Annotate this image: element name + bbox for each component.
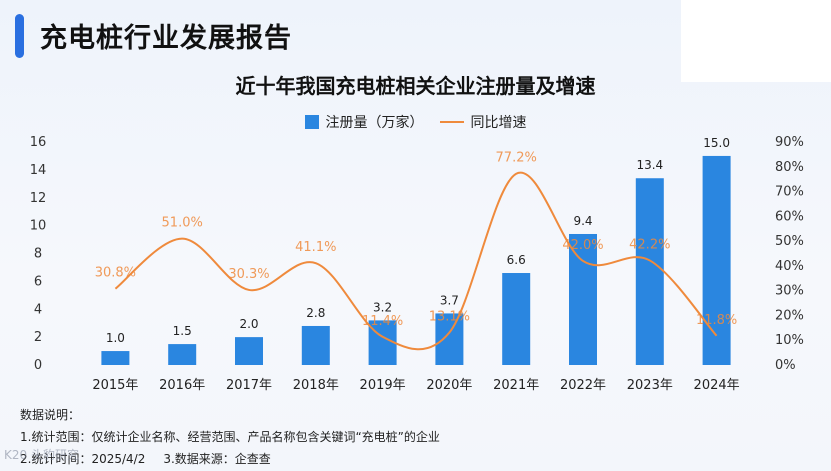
y-left-tick-label: 12 (30, 191, 47, 206)
y-right-tick-label: 20% (775, 308, 804, 323)
bar-value-label: 6.6 (507, 253, 526, 267)
x-tick-label: 2015年 (92, 378, 138, 393)
bar (301, 325, 330, 365)
legend-item-bars: 注册量（万家） (304, 112, 424, 132)
y-left-tick-label: 14 (30, 163, 47, 178)
line-value-label: 42.2% (629, 237, 670, 252)
chart-legend: 注册量（万家） 同比增速 (0, 112, 831, 132)
bar (235, 337, 263, 365)
bar-value-label: 13.4 (636, 158, 663, 172)
y-right-tick-label: 40% (775, 259, 804, 274)
y-right-tick-label: 0% (775, 358, 796, 373)
watermark-text: K20 头豹研究 (4, 448, 79, 462)
y-left-tick-label: 8 (34, 247, 42, 262)
y-right-tick-label: 50% (775, 234, 804, 249)
x-tick-label: 2021年 (493, 378, 539, 393)
bar (635, 178, 664, 365)
y-left-tick-label: 10 (30, 219, 47, 234)
title-accent-bar (15, 14, 24, 58)
y-left-tick-label: 16 (30, 135, 47, 150)
bar-value-label: 2.0 (239, 317, 258, 331)
notes-heading: 数据说明： (20, 408, 81, 422)
y-left-tick-label: 2 (34, 330, 42, 345)
y-right-tick-label: 30% (775, 284, 804, 299)
line-value-label: 11.4% (362, 314, 403, 329)
line-value-label: 41.1% (295, 240, 336, 255)
notes-meta-row: 2.统计时间：2025/4/2 3.数据来源：企查查 (20, 448, 440, 470)
bar (702, 155, 731, 365)
line-value-label: 30.3% (228, 267, 269, 282)
y-right-tick-label: 70% (775, 185, 804, 200)
bar (435, 313, 464, 365)
bar-value-label: 9.4 (573, 214, 592, 228)
y-right-tick-label: 60% (775, 209, 804, 224)
line-value-label: 51.0% (162, 216, 203, 231)
x-tick-label: 2019年 (360, 378, 406, 393)
page-title: 充电桩行业发展报告 (40, 23, 292, 54)
bar-value-label: 3.7 (440, 293, 459, 307)
data-notes: 数据说明： 1.统计范围：仅统计企业名称、经营范围、产品名称包含关键词“充电桩”… (20, 404, 440, 470)
legend-bar-swatch (304, 115, 319, 129)
y-right-tick-label: 90% (775, 135, 804, 150)
background-corner (681, 0, 831, 82)
y-left-tick-label: 0 (34, 358, 42, 373)
bar-value-label: 1.0 (106, 331, 125, 345)
chart-title: 近十年我国充电桩相关企业注册量及增速 (235, 74, 596, 98)
legend-line-label: 同比增速 (470, 115, 527, 131)
x-tick-label: 2022年 (560, 378, 606, 393)
x-tick-label: 2020年 (426, 378, 472, 393)
growth-line (114, 171, 718, 351)
line-value-label: 13.1% (429, 310, 470, 325)
legend-item-line: 同比增速 (439, 112, 527, 132)
bar (502, 273, 531, 365)
chart-canvas: 0 2 4 6 8 10 12 14 16 0% 10% 20% 30% 40% 50% 60% 70% 80% 9… (30, 135, 804, 393)
y-right-tick-label: 10% (775, 333, 804, 348)
bar (101, 351, 130, 365)
bar-value-label: 1.5 (173, 324, 192, 338)
x-tick-label: 2016年 (159, 378, 205, 393)
notes-source: 3.数据来源：企查查 (163, 452, 271, 466)
line-value-label: 77.2% (496, 151, 537, 166)
line-value-label: 30.8% (95, 266, 136, 281)
x-tick-label: 2023年 (627, 378, 673, 393)
bar (569, 233, 597, 365)
bar (168, 344, 197, 365)
bar (368, 320, 397, 365)
x-tick-label: 2018年 (293, 378, 339, 393)
notes-scope: 1.统计范围：仅统计企业名称、经营范围、产品名称包含关键词“充电桩”的企业 (20, 430, 440, 444)
y-left-tick-label: 6 (34, 274, 42, 289)
line-value-label: 11.8% (696, 313, 737, 328)
x-tick-label: 2017年 (226, 378, 272, 393)
x-tick-label: 2024年 (694, 378, 740, 393)
legend-line-swatch (439, 121, 464, 123)
notes-time: 2.统计时间：2025/4/2 (20, 452, 146, 466)
bar-value-label: 3.2 (373, 300, 392, 314)
legend-bar-label: 注册量（万家） (325, 115, 424, 131)
y-left-tick-label: 4 (34, 302, 42, 317)
bar-value-label: 2.8 (306, 306, 325, 320)
bar-value-label: 15.0 (703, 136, 730, 150)
line-value-label: 42.0% (562, 238, 603, 253)
y-right-tick-label: 80% (775, 160, 804, 175)
